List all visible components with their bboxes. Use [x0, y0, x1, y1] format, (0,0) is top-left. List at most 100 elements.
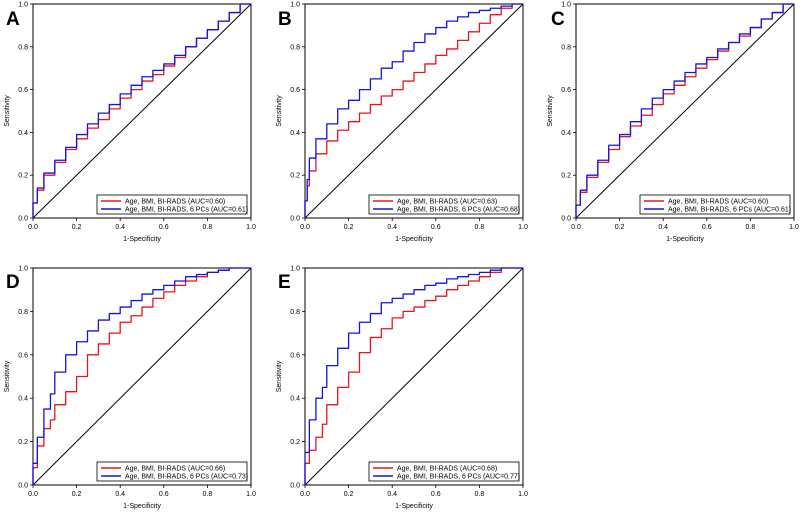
y-tick-label: 0.6: [290, 352, 300, 359]
y-tick-label: 0.2: [18, 173, 28, 180]
x-tick-label: 0.4: [387, 491, 397, 498]
x-tick-label: 0.0: [571, 224, 581, 231]
roc-panel-c: C 0.00.0 0.2 0.2 0.4 0.4 0.6 0.6 0.8 0.8 1.0 1.0 1-S…: [547, 2, 799, 244]
x-tick-label: 0.0: [300, 491, 310, 498]
x-tick-label: 0.4: [115, 491, 125, 498]
x-tick-label: 0.6: [431, 491, 441, 498]
roc-panel-b: B 0.00.0 0.2 0.2 0.4 0.4 0.6 0.6 0.8 0.8 1.0 1.0 1-S…: [276, 2, 528, 244]
y-tick-label: 0.8: [18, 44, 28, 51]
roc-curve-series-1: [304, 267, 523, 485]
x-axis-label: 1-Specificity: [395, 236, 433, 243]
x-tick-label: 0.2: [72, 491, 82, 498]
roc-panel-a: A 0.00.0 0.2 0.2 0.4 0.4 0.6 0.6 0.8 0.8 1.0 1.0 1-S…: [4, 2, 256, 244]
y-tick-label: 0.8: [290, 309, 300, 316]
plot-frame: [32, 267, 252, 486]
x-tick-label: 0.2: [72, 224, 82, 231]
x-axis-label: 1-Specificity: [666, 236, 704, 243]
y-tick-label: 1.0: [290, 266, 300, 273]
plot-frame: [575, 3, 795, 219]
x-tick-label: 0.6: [431, 224, 441, 231]
chance-diagonal: [32, 3, 252, 219]
y-axis-label: Sensitivity: [276, 95, 283, 127]
plot-frame: [304, 3, 524, 219]
x-axis-label: 1-Specificity: [123, 236, 161, 243]
x-tick-label: 0.2: [615, 224, 625, 231]
x-axis-label: 1-Specificity: [123, 503, 161, 510]
x-tick-label: 0.4: [115, 224, 125, 231]
y-tick-label: 0.8: [290, 44, 300, 51]
y-tick-label: 0.8: [561, 44, 571, 51]
y-tick-label: 0.4: [290, 396, 300, 403]
x-tick-label: 0.2: [344, 491, 354, 498]
roc-curve-series-2: [575, 3, 794, 218]
roc-curve-series-2: [32, 267, 251, 485]
x-tick-label: 0.8: [475, 491, 485, 498]
roc-panel-e: E 0.00.0 0.2 0.2 0.4 0.4 0.6 0.6 0.8 0.8 1.0 1.0 1-S…: [276, 266, 528, 511]
roc-curve-series-2: [304, 267, 523, 485]
x-tick-label: 0.8: [475, 224, 485, 231]
y-tick-label: 0.6: [18, 352, 28, 359]
y-tick-label: 0.4: [561, 130, 571, 137]
roc-panel-d: D 0.00.0 0.2 0.2 0.4 0.4 0.6 0.6 0.8 0.8 1.0 1.0 1-S…: [4, 266, 256, 511]
y-tick-label: 0.4: [18, 130, 28, 137]
legend-box: [639, 194, 791, 215]
legend: Age, BMI, BI-RADS (AUC=0.68)Age, BMI, BI…: [368, 461, 520, 482]
x-tick-label: 0.2: [344, 224, 354, 231]
y-tick-label: 0.0: [18, 483, 28, 490]
x-tick-label: 0.6: [702, 224, 712, 231]
legend-entry: Age, BMI, BI-RADS (AUC=0.60): [668, 199, 768, 206]
y-axis-label: Sensitivity: [4, 95, 11, 127]
x-axis-label: 1-Specificity: [395, 503, 433, 510]
y-axis-label: Sensitivity: [4, 360, 11, 392]
y-axis-label: Sensitivity: [547, 95, 554, 127]
x-tick-label: 0.0: [28, 491, 38, 498]
panel-label: E: [278, 272, 291, 293]
roc-curve-series-1: [32, 267, 251, 485]
y-axis-label: Sensitivity: [276, 360, 283, 392]
legend-entry: Age, BMI, BI-RADS (AUC=0.66): [125, 466, 225, 473]
chance-diagonal: [32, 267, 252, 486]
legend-box: [96, 461, 248, 482]
chance-diagonal: [575, 3, 795, 219]
y-tick-label: 0.4: [290, 130, 300, 137]
panel-label: A: [6, 9, 20, 30]
plot-frame: [32, 3, 252, 219]
roc-curve-series-1: [304, 3, 523, 218]
y-tick-label: 1.0: [18, 2, 28, 9]
x-tick-label: 0.4: [658, 224, 668, 231]
legend-entry: Age, BMI, BI-RADS, 6 PCs (AUC=0.61): [668, 207, 791, 214]
y-tick-label: 0.6: [18, 87, 28, 94]
y-tick-label: 0.8: [18, 309, 28, 316]
legend-box: [368, 194, 520, 215]
y-tick-label: 0.6: [290, 87, 300, 94]
y-tick-label: 0.2: [290, 173, 300, 180]
y-tick-label: 0.0: [18, 216, 28, 223]
x-tick-label: 0.4: [387, 224, 397, 231]
x-tick-label: 0.8: [203, 491, 213, 498]
y-tick-label: 0.0: [290, 483, 300, 490]
y-tick-label: 0.2: [18, 439, 28, 446]
chance-diagonal: [304, 267, 524, 486]
legend-box: [368, 461, 520, 482]
legend-entry: Age, BMI, BI-RADS, 6 PCs (AUC=0.73): [125, 474, 248, 481]
panel-label: D: [6, 272, 20, 293]
x-tick-label: 0.0: [300, 224, 310, 231]
y-tick-label: 0.0: [290, 216, 300, 223]
x-tick-label: 1.0: [518, 491, 528, 498]
x-tick-label: 1.0: [518, 224, 528, 231]
legend: Age, BMI, BI-RADS (AUC=0.63)Age, BMI, BI…: [368, 194, 520, 215]
legend: Age, BMI, BI-RADS (AUC=0.66)Age, BMI, BI…: [96, 461, 248, 482]
x-tick-label: 1.0: [246, 224, 256, 231]
legend: Age, BMI, BI-RADS (AUC=0.60)Age, BMI, BI…: [639, 194, 791, 215]
panel-label: C: [551, 9, 565, 30]
roc-curve-series-2: [304, 3, 523, 218]
legend-entry: Age, BMI, BI-RADS (AUC=0.60): [125, 199, 225, 206]
legend-entry: Age, BMI, BI-RADS (AUC=0.63): [397, 199, 497, 206]
x-tick-label: 0.8: [203, 224, 213, 231]
legend-entry: Age, BMI, BI-RADS, 6 PCs (AUC=0.68): [397, 207, 520, 214]
legend-entry: Age, BMI, BI-RADS, 6 PCs (AUC=0.61): [125, 207, 248, 214]
panel-label: B: [278, 9, 292, 30]
x-tick-label: 0.8: [746, 224, 756, 231]
y-tick-label: 1.0: [18, 266, 28, 273]
